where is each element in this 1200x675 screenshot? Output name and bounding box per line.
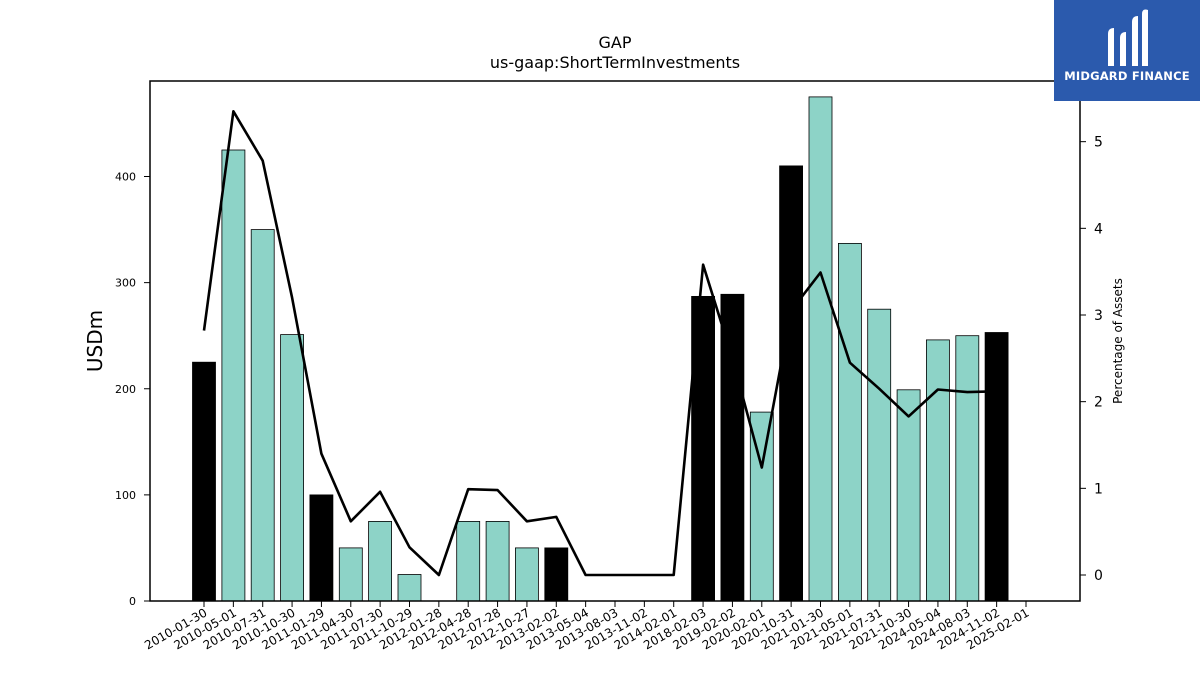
bar — [926, 339, 950, 602]
bar-series — [192, 96, 1009, 602]
y2-tick-label: 1 — [1094, 481, 1103, 497]
bar — [309, 494, 334, 602]
bar — [515, 547, 539, 602]
y-tick-label: 400 — [115, 171, 136, 184]
bar — [368, 521, 393, 602]
bar — [338, 547, 363, 602]
bar — [221, 149, 246, 602]
y2-tick-label: 0 — [1094, 568, 1103, 584]
y-axis-label: USDm — [83, 310, 107, 372]
bar — [720, 293, 745, 602]
y-axis-right: 0 1 2 3 4 5 — [1080, 135, 1103, 584]
chart-title: GAP — [599, 33, 632, 52]
bar — [896, 389, 921, 602]
y-tick-label: 0 — [129, 595, 136, 608]
bar — [544, 547, 569, 602]
bar — [485, 521, 510, 602]
bar — [838, 242, 862, 602]
line-path — [202, 110, 997, 577]
bar — [280, 334, 305, 602]
midgard-logo-icon — [1108, 9, 1148, 66]
y-tick-label: 300 — [115, 277, 136, 290]
chart-subtitle: us-gaap:ShortTermInvestments — [490, 53, 740, 72]
bar — [192, 361, 216, 602]
bar — [397, 574, 422, 602]
y-axis-left: 0 100 200 300 400 — [115, 171, 150, 608]
brand-logo: MIDGARD FINANCE — [1054, 0, 1200, 101]
y2-axis-label: Percentage of Assets — [1111, 278, 1125, 404]
line-series — [202, 110, 997, 577]
y-tick-label: 200 — [115, 383, 136, 396]
y2-tick-label: 5 — [1094, 135, 1103, 151]
bar — [250, 229, 275, 602]
bar — [955, 335, 980, 602]
y-tick-label: 100 — [115, 489, 136, 502]
x-axis: 2010-01-302010-05-012010-07-312010-10-30… — [142, 601, 1032, 652]
bar — [867, 308, 892, 602]
y2-tick-label: 2 — [1094, 395, 1103, 411]
bar — [456, 521, 481, 602]
bar — [808, 96, 833, 602]
y2-tick-label: 4 — [1094, 221, 1103, 237]
brand-name: MIDGARD FINANCE — [1064, 69, 1190, 83]
bar — [779, 165, 803, 602]
y2-tick-label: 3 — [1094, 308, 1103, 324]
bar — [984, 332, 1009, 602]
